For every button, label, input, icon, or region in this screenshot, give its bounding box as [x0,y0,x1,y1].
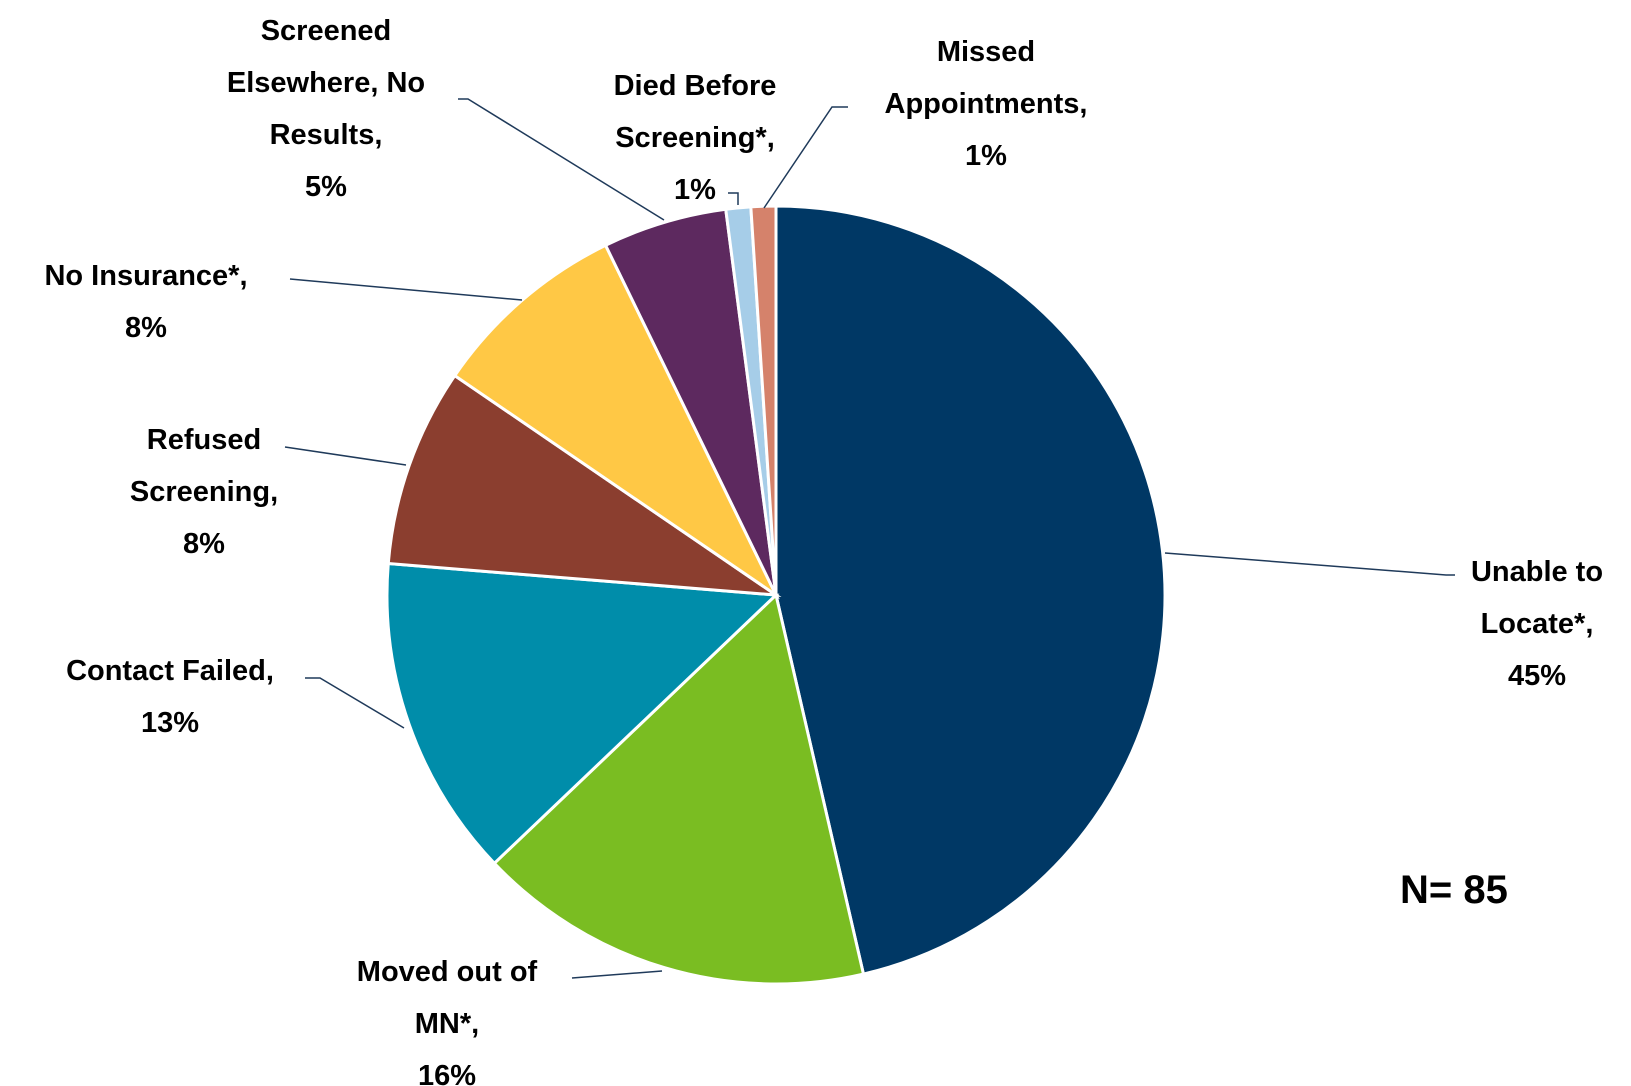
value-label: 8% [125,312,167,344]
leader-line [728,192,739,205]
category-label: Contact Failed, [66,655,274,687]
data-label: Refused Screening, 8% [109,414,299,570]
category-label: Died Before Screening*, [613,70,777,154]
data-label: Screened Elsewhere, No Results, 5% [211,5,441,213]
annotation: N= 85 [1400,868,1508,912]
value-label: 8% [183,528,225,560]
value-label: 5% [305,171,347,203]
data-label: No Insurance*, 8% [1,250,291,354]
pie-slice [774,204,1167,976]
value-label: 1% [674,174,716,206]
pie-slice [385,561,780,866]
category-label: Refused Screening, [129,424,279,508]
value-label: 45% [1507,660,1567,692]
data-label: Contact Failed, 13% [25,645,315,749]
category-label: Moved out of MN*, [356,956,538,1040]
pie-slice [386,373,782,597]
pie-slice [492,592,866,986]
data-label: Died Before Screening*, 1% [600,60,790,216]
category-label: Screened Elsewhere, No Results, [226,15,426,151]
category-label: No Insurance*, [44,260,248,292]
value-label: 16% [417,1060,477,1086]
leader-line [1164,552,1455,576]
category-label: Unable to Locate*, [1470,556,1604,640]
category-label: Missed Appointments, [884,36,1088,120]
pie-slice [749,204,778,596]
leader-line [458,98,665,221]
slices [385,204,1167,986]
data-label: Moved out of MN*, 16% [322,946,572,1086]
value-label: 13% [140,707,200,739]
value-label: 1% [965,140,1007,172]
leader-line [763,106,848,209]
leader-line [305,677,405,729]
leader-line [289,278,523,301]
leader-line [571,970,663,979]
data-label: Missed Appointments, 1% [871,26,1101,182]
data-label: Unable to Locate*, 45% [1445,546,1630,702]
leader-line [284,446,407,466]
